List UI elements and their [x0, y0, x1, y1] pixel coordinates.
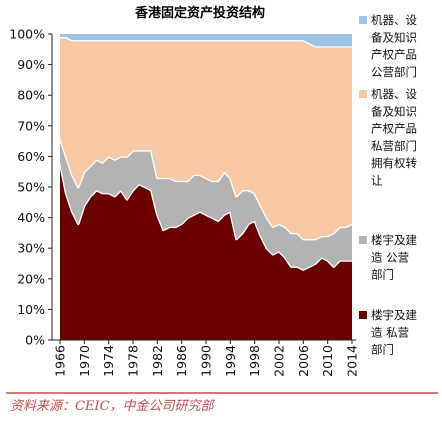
series-area-1	[60, 162, 352, 340]
legend-label: 楼宇及建	[371, 233, 417, 247]
legend-swatch	[359, 311, 367, 319]
x-tick-label: 2006	[296, 345, 311, 377]
y-tick-label: 70%	[17, 118, 45, 133]
legend-label: 产权产品	[371, 122, 417, 136]
x-tick-label: 1998	[247, 345, 262, 377]
y-tick-label: 0%	[25, 333, 45, 348]
legend-label: 拥有权转	[371, 156, 417, 170]
x-axis-ticks: 1966 1970 1974 1978 1982 1986 1990 1994 1998 2002…	[53, 340, 360, 377]
y-tick-label: 60%	[17, 149, 45, 164]
series-area-4	[60, 34, 352, 47]
legend-label: 部门	[371, 268, 394, 282]
y-tick-label: 100%	[9, 27, 45, 42]
legend-label: 私营部门	[371, 139, 417, 153]
chart-title: 香港固定资产投资结构	[134, 5, 265, 21]
legend-label: 楼宇及建	[371, 308, 417, 322]
legend-label: 公营部门	[371, 65, 417, 79]
x-tick-label: 1986	[174, 345, 189, 377]
legend-label: 造 私营	[371, 325, 409, 339]
series-area-3	[60, 37, 352, 240]
x-tick-label: 1970	[77, 345, 92, 377]
y-tick-label: 20%	[17, 271, 45, 286]
legend-label: 备及知识	[371, 104, 417, 118]
y-tick-label: 40%	[17, 210, 45, 225]
legend-label: 部门	[371, 343, 394, 357]
plot-area	[58, 34, 353, 340]
legend-label: 产权产品	[371, 48, 417, 62]
y-axis-ticks: 0% 10% 20% 30% 40% 50% 60% 70% 80% 90% 100%	[9, 27, 52, 348]
legend-swatch	[359, 90, 367, 98]
x-tick-label: 1994	[223, 345, 238, 377]
y-tick-label: 50%	[17, 180, 45, 195]
series-area-2	[60, 138, 352, 270]
x-tick-label: 2014	[345, 345, 360, 377]
legend-label: 造 公营	[371, 250, 409, 264]
y-tick-label: 90%	[17, 57, 45, 72]
y-tick-label: 30%	[17, 241, 45, 256]
y-tick-label: 10%	[17, 302, 45, 317]
legend-label: 让	[371, 174, 383, 188]
legend-label: 备及知识	[371, 30, 417, 44]
legend: 机器、设备及知识产权产品公营部门机器、设备及知识产权产品私营部门拥有权转让楼宇及…	[359, 13, 417, 357]
x-tick-label: 2002	[272, 345, 287, 377]
x-tick-label: 1982	[150, 345, 165, 377]
x-tick-label: 2010	[320, 345, 335, 377]
x-tick-label: 1966	[53, 345, 68, 377]
legend-label: 机器、设	[371, 87, 417, 101]
legend-label: 机器、设	[371, 13, 417, 27]
y-tick-label: 80%	[17, 88, 45, 103]
legend-swatch	[359, 236, 367, 244]
x-tick-label: 1990	[199, 345, 214, 377]
source-note: 资料来源：CEIC，中金公司研究部	[10, 398, 216, 414]
x-tick-label: 1974	[101, 345, 116, 377]
legend-swatch	[359, 16, 367, 24]
x-tick-label: 1978	[126, 345, 141, 377]
